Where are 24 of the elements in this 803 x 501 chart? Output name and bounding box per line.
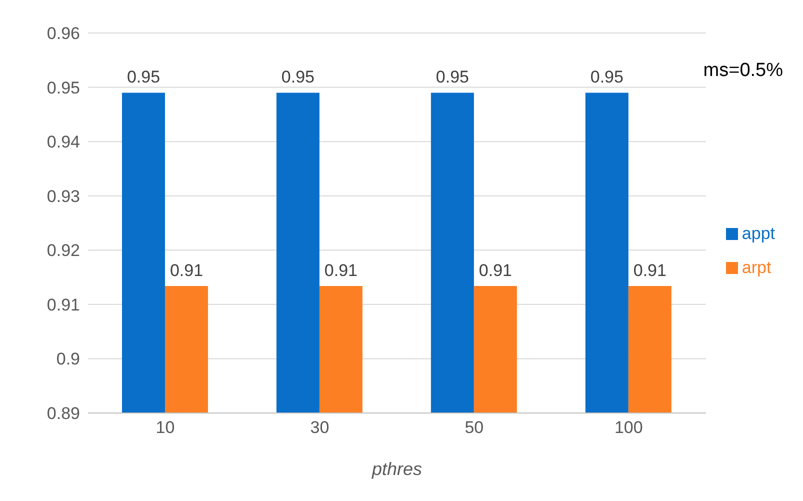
data-label: 0.91: [478, 260, 512, 280]
data-label: 0.91: [324, 260, 358, 280]
y-tick-label: 0.91: [46, 295, 80, 314]
x-tick-label: 30: [310, 418, 330, 438]
x-axis-title: pthres: [370, 459, 422, 479]
y-tick-label: 0.93: [46, 186, 80, 206]
data-label: 0.91: [170, 260, 204, 280]
y-tick-label: 0.95: [46, 78, 80, 98]
y-tick-label: 0.9: [56, 350, 80, 369]
legend-label: appt: [742, 224, 775, 242]
data-label: 0.95: [436, 68, 469, 87]
y-tick-label: 0.96: [46, 24, 80, 44]
x-tick-label: 50: [464, 418, 484, 438]
annotation: ms=0.5%: [703, 60, 783, 82]
x-tick-label: 10: [156, 418, 175, 438]
data-label: 0.95: [590, 68, 624, 87]
legend-label: arpt: [742, 258, 772, 276]
y-tick-label: 0.89: [46, 404, 80, 424]
y-tick-label: 0.94: [46, 132, 80, 152]
data-label: 0.95: [281, 68, 315, 87]
data-label: 0.95: [126, 68, 160, 87]
x-tick-label: 100: [614, 418, 643, 438]
y-tick-label: 0.92: [46, 241, 80, 260]
data-label: 0.91: [633, 260, 666, 280]
